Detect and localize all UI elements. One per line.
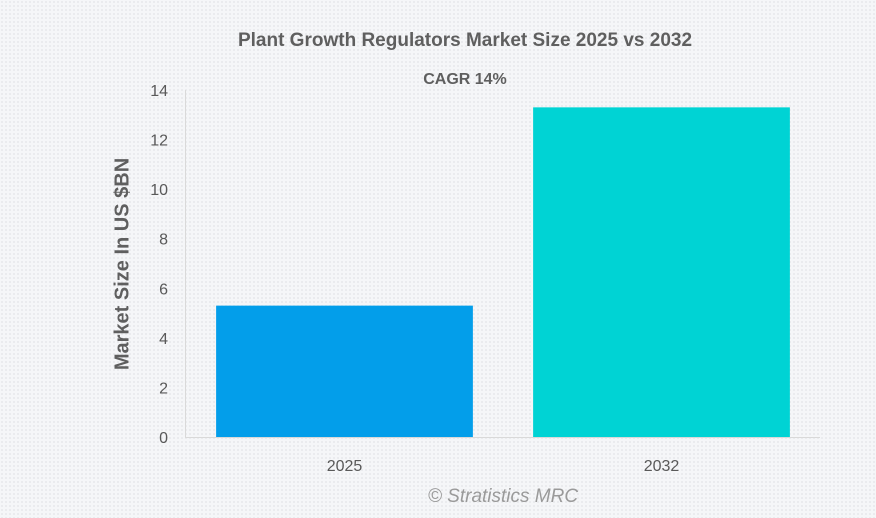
y-axis-ticks: 0 2 4 6 8 10 12 14 (150, 83, 168, 447)
chart-title: Plant Growth Regulators Market Size 2025… (237, 30, 693, 51)
y-tick-label: 12 (150, 133, 168, 150)
x-tick-label: 2032 (644, 458, 680, 475)
y-tick-label: 2 (159, 380, 168, 397)
y-tick-label: 8 (159, 232, 168, 249)
y-tick-label: 10 (150, 182, 168, 199)
y-tick-label: 4 (159, 331, 168, 348)
y-tick-label: 6 (159, 281, 168, 298)
chart-subtitle: CAGR 14% (423, 71, 507, 88)
y-tick-label: 14 (150, 83, 168, 100)
x-axis-ticks: 2025 2032 (327, 458, 680, 475)
bar-2032 (533, 107, 790, 437)
bar-2025 (216, 305, 473, 437)
y-tick-label: 0 (159, 430, 168, 447)
bars (216, 107, 790, 437)
copyright-credit: © Stratistics MRC (427, 486, 579, 507)
x-tick-label: 2025 (327, 458, 363, 475)
